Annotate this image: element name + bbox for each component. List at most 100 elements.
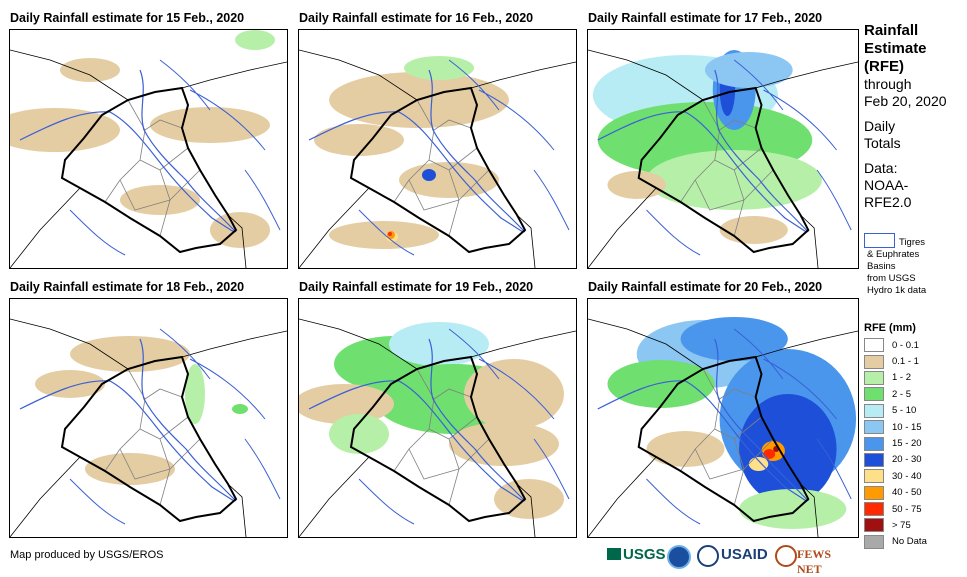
fewsnet-logo: FEWS NET	[797, 547, 832, 576]
rainfall-patch	[422, 169, 436, 181]
rainfall-patch	[210, 212, 270, 248]
data-label: Data:	[864, 160, 898, 176]
agency-logos: USGS USAID FEWS NET	[607, 542, 857, 576]
legend-label: 15 - 20	[892, 438, 922, 450]
data-source-1: NOAA-	[864, 177, 909, 193]
panel-title-20feb: Daily Rainfall estimate for 20 Feb., 202…	[588, 280, 823, 294]
legend-swatch	[864, 452, 884, 467]
legend-swatch	[864, 354, 884, 369]
admin-boundaries	[680, 368, 774, 506]
legend-item: 5 - 10	[864, 403, 964, 419]
title-line-2: Estimate	[864, 40, 927, 57]
map-title-block: Rainfall Estimate (RFE) through Feb 20, …	[864, 22, 964, 211]
rainfall-patch	[464, 359, 564, 429]
legend-label: 0 - 0.1	[892, 339, 919, 351]
legend-swatch	[864, 534, 884, 549]
country-borders	[588, 318, 858, 537]
map-18feb	[9, 298, 288, 538]
panel-title-17feb: Daily Rainfall estimate for 17 Feb., 202…	[588, 11, 823, 25]
legend-label: No Data	[892, 536, 927, 548]
basin-legend: Tigres & Euphrates Basins from USGS Hydr…	[864, 233, 964, 297]
tributaries	[69, 59, 281, 256]
totals-label: Totals	[864, 135, 901, 151]
rainfall-patch	[739, 394, 837, 504]
tributaries	[69, 328, 281, 525]
rainfall-map-svg	[588, 317, 858, 537]
legend-label: > 75	[892, 519, 911, 531]
basin-line-1: Tigres	[899, 237, 926, 248]
tigris-river	[428, 338, 526, 502]
map-17feb	[587, 29, 859, 269]
iraq-outline	[637, 355, 810, 523]
legend-swatch	[864, 469, 884, 484]
admin-boundaries	[104, 99, 201, 237]
admin-boundaries	[393, 99, 490, 237]
country-borders	[10, 318, 287, 537]
country-borders	[299, 49, 576, 268]
rainfall-map-svg	[588, 49, 858, 268]
rainfall-patch	[150, 107, 270, 143]
rainfall-patch	[763, 449, 776, 459]
fewsnet-seal-logo	[775, 545, 797, 567]
legend-title: RFE (mm)	[864, 322, 916, 334]
tigris-river	[139, 69, 237, 233]
rainfall-map-svg	[10, 30, 287, 268]
legend-item: 50 - 75	[864, 501, 964, 517]
legend-label: 0.1 - 1	[892, 356, 919, 368]
legend-item: > 75	[864, 517, 964, 533]
map-20feb	[587, 298, 859, 538]
iraq-outline	[60, 355, 238, 523]
euphrates-river	[597, 111, 807, 233]
legend-label: 1 - 2	[892, 372, 912, 384]
rainfall-patch	[232, 404, 248, 414]
rainfall-patch	[748, 457, 769, 471]
through-date: Feb 20, 2020	[864, 93, 947, 109]
legend-swatch	[864, 420, 884, 435]
rainfall-patch	[607, 360, 715, 408]
rainfall-patch	[719, 216, 788, 244]
admin-boundaries	[393, 368, 490, 506]
iraq-outline	[349, 355, 527, 523]
tigris-river	[139, 338, 237, 502]
rainfall-patch	[494, 479, 564, 519]
rainfall-map-svg	[10, 318, 287, 537]
panel-title-16feb: Daily Rainfall estimate for 16 Feb., 202…	[299, 11, 534, 25]
iraq-outline	[60, 86, 238, 254]
tigris-river	[714, 69, 809, 233]
rainfall-patch	[10, 108, 120, 152]
legend-item: 0.1 - 1	[864, 353, 964, 369]
rainfall-patch	[314, 124, 404, 156]
tigris-river	[714, 338, 809, 502]
legend-label: 50 - 75	[892, 503, 922, 515]
legend-item: 15 - 20	[864, 435, 964, 451]
legend-label: 5 - 10	[892, 405, 917, 417]
country-borders	[10, 49, 287, 268]
legend-item: 30 - 40	[864, 468, 964, 484]
legend-swatch	[864, 387, 884, 402]
tributaries	[358, 328, 570, 525]
legend-swatch	[864, 502, 884, 517]
map-16feb	[298, 29, 577, 269]
legend-label: 20 - 30	[892, 454, 922, 466]
basin-line-2: & Euphrates	[867, 249, 920, 260]
rainfall-patch	[404, 56, 474, 80]
legend-item: 10 - 15	[864, 419, 964, 435]
euphrates-river	[19, 380, 235, 502]
iraq-outline	[637, 86, 810, 254]
legend-item: 0 - 0.1	[864, 337, 964, 353]
rainfall-patch	[185, 364, 205, 424]
title-line-3: (RFE)	[864, 58, 904, 75]
euphrates-river	[19, 111, 235, 233]
rainfall-patch	[35, 370, 105, 398]
legend-swatch	[864, 485, 884, 500]
noaa-logo	[667, 545, 691, 569]
map-15feb	[9, 29, 288, 269]
legend-item: 40 - 50	[864, 485, 964, 501]
through-label: through	[864, 76, 912, 92]
basin-line-5: Hydro 1k data	[867, 285, 927, 296]
legend-swatch	[864, 403, 884, 418]
rainfall-patch	[399, 162, 499, 198]
legend-swatch	[864, 338, 884, 353]
legend-item: 2 - 5	[864, 386, 964, 402]
country-borders	[299, 318, 576, 537]
